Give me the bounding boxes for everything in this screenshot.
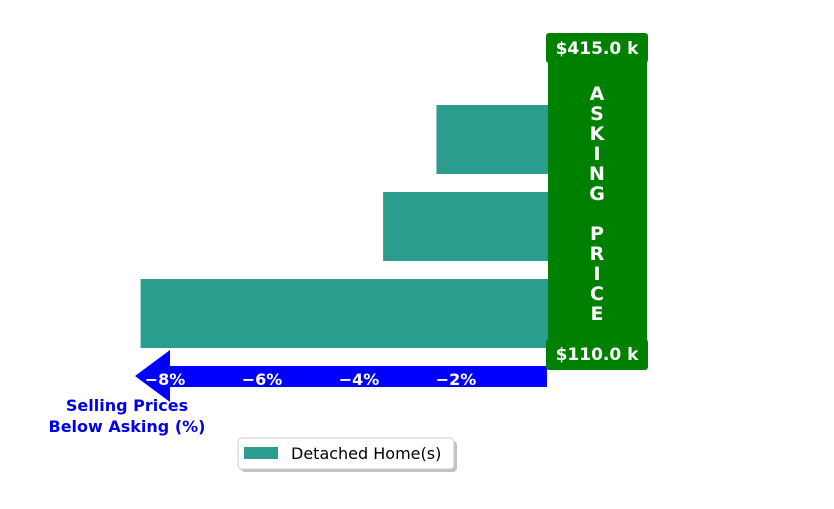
legend: Detached Home(s) [237,437,457,472]
top-price-label: $415.0 k [556,39,640,59]
asking-price-letter: K [590,123,606,145]
asking-price-letter: C [590,283,604,305]
bottom-price-box [546,339,648,370]
x-tick-label: −2% [436,370,477,389]
asking-price-letter: R [590,243,605,265]
top-price-box [546,33,648,63]
asking-price-letter: I [593,263,600,285]
x-tick-label: −6% [242,370,283,389]
bars-group [140,105,548,348]
legend-box [237,437,455,470]
bar [140,279,548,348]
bar [436,105,548,174]
x-tick-label: −8% [145,370,186,389]
axis-arrow [135,350,547,402]
asking-price-banner [548,58,647,341]
asking-price-letter: A [590,83,605,105]
asking-price-letter: G [589,183,605,205]
x-axis-label-line1: Selling Prices [66,396,188,415]
x-axis-label-line2: Below Asking (%) [49,417,206,436]
bar [383,192,548,261]
legend-label: Detached Home(s) [291,444,441,463]
asking-price-letter: E [591,303,604,325]
x-tick-label: −4% [339,370,380,389]
asking-price-letter: N [589,163,605,185]
asking-price-letter: S [590,103,604,125]
asking-price-letter: P [590,223,604,245]
bottom-price-label: $110.0 k [556,345,640,365]
x-ticks-group: −8% −6% −4% −2% [145,370,477,389]
legend-swatch [244,447,278,459]
asking-price-letter: I [593,143,600,165]
